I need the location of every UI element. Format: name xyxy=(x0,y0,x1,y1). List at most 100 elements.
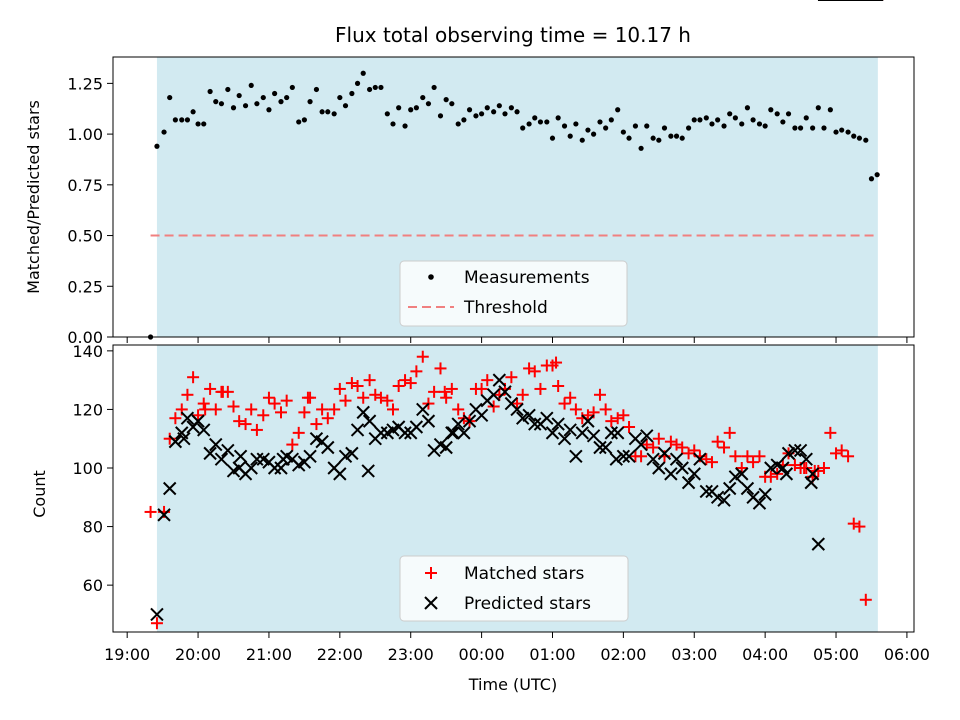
predicted-star-point xyxy=(486,388,501,402)
predicted-star-point xyxy=(446,426,460,440)
measurement-point xyxy=(721,123,727,129)
measurement-point xyxy=(431,84,437,91)
matched-star-point xyxy=(664,435,677,448)
matched-star-point xyxy=(670,438,683,451)
measurement-point xyxy=(591,131,597,137)
predicted-star-point xyxy=(693,452,707,466)
matched-star-point xyxy=(316,403,329,416)
measurement-point xyxy=(230,105,237,111)
top-y-axis-label: Matched/Predicted stars xyxy=(24,100,43,294)
predicted-star-point xyxy=(804,475,818,490)
y-tick-label: 100 xyxy=(72,459,103,478)
matched-star-point xyxy=(788,459,801,472)
measurement-point xyxy=(260,94,266,101)
measurement-point xyxy=(703,115,709,121)
predicted-star-point xyxy=(451,417,465,431)
matched-star-point xyxy=(682,447,695,460)
matched-star-point xyxy=(623,421,636,433)
measurement-point xyxy=(626,135,632,141)
matched-star-point xyxy=(516,388,529,401)
predicted-star-point xyxy=(421,414,436,428)
predicted-star-point xyxy=(758,487,772,502)
predicted-star-point xyxy=(163,481,177,496)
measurement-point xyxy=(732,115,738,121)
matched-star-point xyxy=(321,412,334,425)
matched-star-point xyxy=(853,520,866,533)
x-tick-label: 20:00 xyxy=(175,645,221,664)
predicted-star-point xyxy=(462,414,477,428)
predicted-star-point xyxy=(498,385,512,399)
matched-star-point xyxy=(847,517,860,530)
matched-star-point xyxy=(475,382,488,395)
predicted-star-point xyxy=(811,537,826,551)
measurement-point xyxy=(792,125,798,131)
measurement-point xyxy=(615,107,621,113)
measurement-point xyxy=(768,107,774,113)
matched-star-point xyxy=(245,403,258,416)
measurement-point xyxy=(289,84,295,91)
predicted-points xyxy=(150,0,884,622)
matched-star-point xyxy=(216,385,229,398)
bottom-y-ticks: 60 80 100 120 140 xyxy=(72,342,113,595)
matched-star-point xyxy=(374,391,387,404)
x-tick-label: 23:00 xyxy=(388,645,434,664)
measurement-point xyxy=(555,115,561,121)
measurement-point xyxy=(319,109,325,115)
y-tick-label: 0.25 xyxy=(67,277,103,296)
matched-star-point xyxy=(169,412,182,425)
y-tick-label: 140 xyxy=(72,342,103,361)
x-tick-label: 05:00 xyxy=(813,645,859,664)
measurement-point xyxy=(360,70,366,76)
matched-star-point xyxy=(528,365,541,378)
predicted-star-point xyxy=(593,440,607,455)
measurement-point xyxy=(537,119,544,125)
bottom-legend: Matched stars Predicted stars xyxy=(399,555,629,622)
measurement-point xyxy=(673,133,680,139)
measurement-point xyxy=(402,123,408,129)
y-tick-label: 60 xyxy=(83,576,103,595)
matched-star-point xyxy=(564,391,577,404)
measurement-point xyxy=(815,105,821,111)
matched-star-point xyxy=(381,394,394,407)
measurement-point xyxy=(845,129,851,135)
predicted-star-point xyxy=(634,437,648,452)
matched-star-point xyxy=(718,441,731,454)
measurement-point xyxy=(585,127,591,133)
measurement-point xyxy=(685,125,692,131)
measurement-point xyxy=(691,117,697,123)
predicted-star-point xyxy=(622,449,636,463)
legend-matched-marker xyxy=(425,567,437,579)
measurement-point xyxy=(496,103,502,109)
predicted-star-point xyxy=(575,426,589,440)
matched-star-point xyxy=(392,380,405,392)
matched-star-point xyxy=(605,415,618,428)
predicted-star-point xyxy=(740,481,755,496)
predicted-star-point xyxy=(669,452,684,466)
x-tick-label: 03:00 xyxy=(671,645,717,664)
predicted-star-point xyxy=(610,426,625,440)
measurement-point xyxy=(632,123,639,129)
predicted-star-point xyxy=(445,426,459,440)
predicted-star-point xyxy=(569,449,583,463)
predicted-star-point xyxy=(793,443,808,458)
predicted-star-point xyxy=(551,417,565,431)
matched-star-point xyxy=(301,391,314,404)
legend-measurements-label: Measurements xyxy=(464,268,590,288)
measurement-point xyxy=(780,119,786,125)
predicted-star-point xyxy=(779,467,794,481)
measurement-point xyxy=(413,105,419,111)
matched-star-point xyxy=(711,435,724,448)
predicted-star-point xyxy=(244,461,258,475)
measurement-point xyxy=(573,121,579,127)
measurement-point xyxy=(349,90,355,97)
measurement-point xyxy=(603,125,609,131)
predicted-star-point xyxy=(168,434,183,449)
measurement-point xyxy=(608,117,614,123)
measurement-point xyxy=(225,86,231,93)
measurement-point xyxy=(544,119,550,125)
measurement-point xyxy=(337,94,343,101)
matched-star-point xyxy=(280,394,293,407)
matched-star-point xyxy=(440,391,453,404)
matched-star-point xyxy=(452,403,465,416)
